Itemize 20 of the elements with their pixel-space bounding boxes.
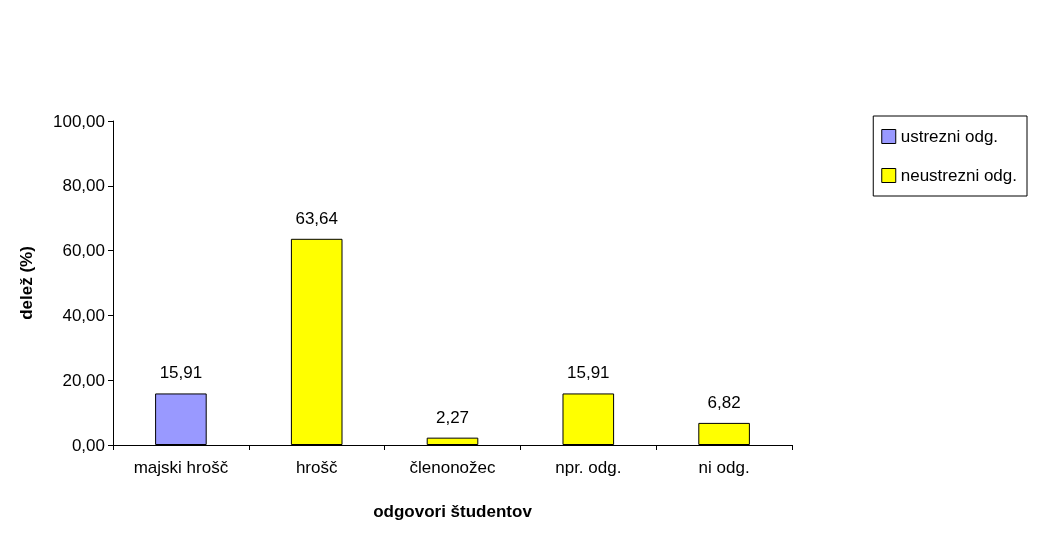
x-tick-label: npr. odg. (555, 458, 622, 477)
y-tick-label: 20,00 (62, 370, 105, 390)
x-axis-title: odgovori študentov (373, 502, 533, 521)
legend-label: neustrezni odg. (900, 166, 1018, 185)
x-tick-label: členonožec (409, 458, 496, 477)
data-label: 63,64 (295, 208, 338, 228)
y-tick-label: 40,00 (62, 305, 105, 325)
y-tick-label: 100,00 (53, 111, 105, 131)
legend-label: ustrezni odg. (900, 127, 999, 146)
y-tick-label: 60,00 (62, 241, 105, 261)
x-tick-label: hrošč (295, 458, 338, 477)
y-tick-label: 0,00 (71, 435, 105, 455)
x-tick-label: majski hrošč (133, 458, 229, 477)
y-tick-label: 80,00 (62, 176, 105, 196)
x-tick-label: ni odg. (698, 458, 750, 477)
y-axis-title: delež (%) (17, 246, 36, 320)
data-label: 15,91 (159, 363, 203, 383)
data-label: 2,27 (435, 407, 470, 427)
data-label: 15,91 (567, 363, 610, 383)
data-label: 6,82 (707, 392, 741, 412)
